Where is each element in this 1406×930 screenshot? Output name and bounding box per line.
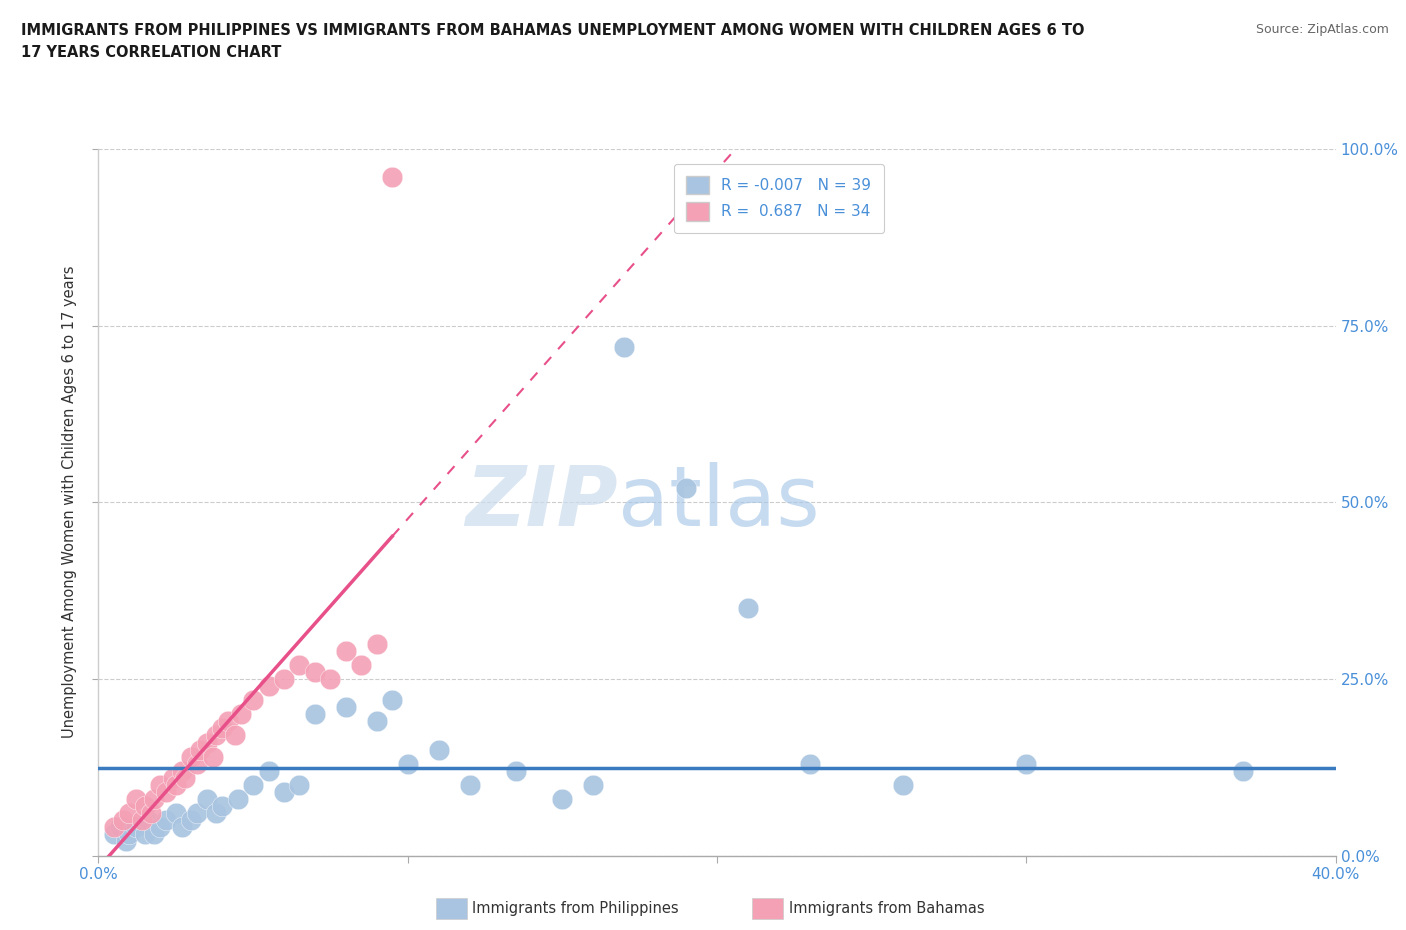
- Text: atlas: atlas: [619, 461, 820, 543]
- Point: [165, 777, 187, 792]
- Point: [170, 764, 193, 778]
- Point: [112, 813, 135, 828]
- Point: [242, 777, 264, 792]
- Point: [186, 805, 208, 820]
- Point: [288, 658, 311, 672]
- Point: [366, 714, 388, 729]
- Text: Immigrants from Bahamas: Immigrants from Bahamas: [789, 901, 984, 916]
- Point: [273, 785, 295, 800]
- Point: [103, 820, 125, 835]
- Point: [242, 693, 264, 708]
- Point: [162, 770, 184, 785]
- Point: [427, 742, 450, 757]
- Point: [335, 699, 357, 714]
- Point: [229, 707, 252, 722]
- Point: [211, 721, 233, 736]
- Point: [737, 601, 759, 616]
- Text: 17 YEARS CORRELATION CHART: 17 YEARS CORRELATION CHART: [21, 45, 281, 60]
- Point: [675, 481, 697, 496]
- Point: [195, 791, 218, 806]
- Point: [139, 805, 162, 820]
- Point: [155, 813, 177, 828]
- Point: [134, 799, 156, 814]
- Point: [143, 791, 166, 806]
- Point: [613, 339, 636, 354]
- Text: Immigrants from Philippines: Immigrants from Philippines: [472, 901, 679, 916]
- Point: [165, 805, 187, 820]
- Point: [505, 764, 527, 778]
- Text: Source: ZipAtlas.com: Source: ZipAtlas.com: [1256, 23, 1389, 36]
- Point: [149, 820, 172, 835]
- Point: [143, 827, 166, 842]
- Legend: R = -0.007   N = 39, R =  0.687   N = 34: R = -0.007 N = 39, R = 0.687 N = 34: [673, 164, 884, 232]
- Point: [149, 777, 172, 792]
- Point: [1015, 756, 1038, 771]
- Point: [124, 791, 146, 806]
- Point: [224, 728, 246, 743]
- Point: [582, 777, 605, 792]
- Point: [195, 735, 218, 750]
- Point: [799, 756, 821, 771]
- Point: [124, 820, 146, 835]
- Text: IMMIGRANTS FROM PHILIPPINES VS IMMIGRANTS FROM BAHAMAS UNEMPLOYMENT AMONG WOMEN : IMMIGRANTS FROM PHILIPPINES VS IMMIGRANT…: [21, 23, 1084, 38]
- Point: [304, 664, 326, 679]
- Point: [217, 714, 239, 729]
- Point: [134, 827, 156, 842]
- Point: [257, 679, 280, 694]
- Text: ZIP: ZIP: [465, 461, 619, 543]
- Point: [115, 834, 138, 849]
- Point: [211, 799, 233, 814]
- Point: [118, 805, 141, 820]
- Point: [118, 827, 141, 842]
- Point: [257, 764, 280, 778]
- Point: [891, 777, 914, 792]
- Point: [458, 777, 481, 792]
- Point: [381, 693, 404, 708]
- Point: [226, 791, 249, 806]
- Point: [180, 750, 202, 764]
- Point: [108, 820, 131, 835]
- Point: [304, 707, 326, 722]
- Point: [319, 671, 342, 686]
- Point: [174, 770, 197, 785]
- Point: [180, 813, 202, 828]
- Point: [136, 813, 159, 828]
- Y-axis label: Unemployment Among Women with Children Ages 6 to 17 years: Unemployment Among Women with Children A…: [62, 266, 77, 738]
- Point: [1232, 764, 1254, 778]
- Point: [170, 820, 193, 835]
- Point: [186, 756, 208, 771]
- Point: [205, 728, 228, 743]
- Point: [366, 636, 388, 651]
- Point: [190, 742, 212, 757]
- Point: [273, 671, 295, 686]
- Point: [201, 750, 224, 764]
- Point: [288, 777, 311, 792]
- Point: [335, 644, 357, 658]
- Point: [155, 785, 177, 800]
- Point: [131, 813, 153, 828]
- Point: [381, 169, 404, 184]
- Point: [103, 827, 125, 842]
- Point: [205, 805, 228, 820]
- Point: [350, 658, 373, 672]
- Point: [396, 756, 419, 771]
- Point: [551, 791, 574, 806]
